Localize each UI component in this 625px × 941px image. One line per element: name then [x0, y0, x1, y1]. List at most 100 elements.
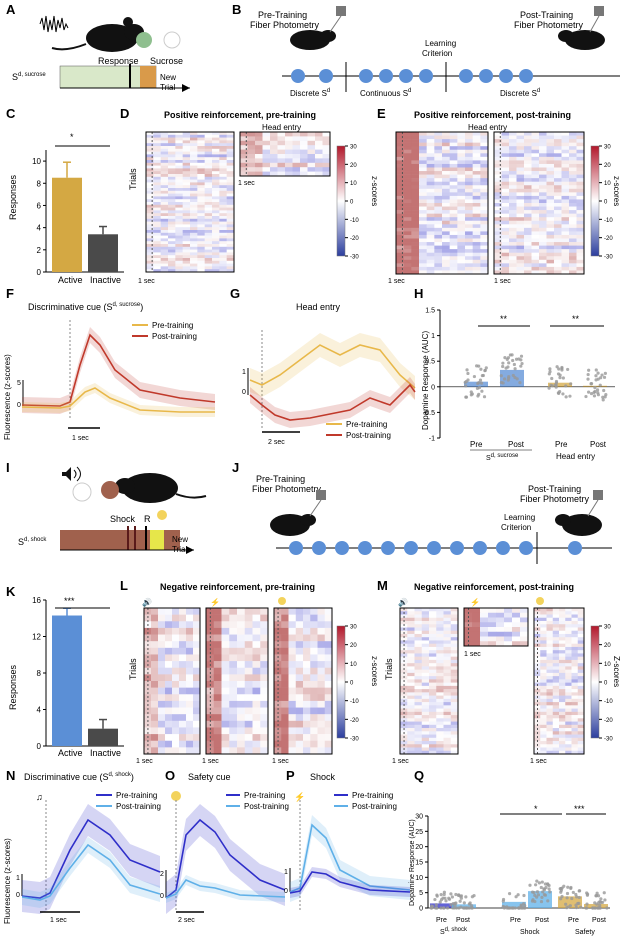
heat-cell — [464, 636, 473, 642]
heat-cell — [175, 213, 183, 217]
heat-cell — [480, 252, 489, 257]
heat-cell — [212, 235, 220, 239]
heat-cell — [204, 252, 213, 256]
heat-cell — [153, 151, 161, 155]
heat-cell — [577, 728, 585, 732]
heat-cell — [160, 143, 169, 147]
heat-cell — [561, 206, 570, 211]
heat-cell — [426, 252, 435, 257]
heat-cell — [496, 641, 505, 647]
heat-cell — [434, 252, 443, 257]
heat-cell — [186, 627, 194, 635]
heat-cell — [160, 132, 169, 136]
heat-cell — [524, 160, 532, 165]
y-tick-label: 1 — [431, 333, 435, 340]
heat-cell — [262, 145, 271, 150]
heat-cell — [229, 714, 238, 722]
heat-cell — [160, 157, 169, 161]
heat-cell — [281, 694, 289, 702]
data-point — [506, 378, 510, 382]
heat-cell — [465, 195, 473, 200]
discrete-sd-label-2: Discrete Sd — [500, 88, 540, 98]
heat-cell — [213, 627, 222, 635]
heat-cell — [190, 221, 198, 225]
heat-cell — [552, 669, 560, 674]
heat-cell — [403, 242, 412, 246]
data-point — [598, 906, 602, 910]
heat-cell — [300, 162, 308, 168]
panel-letter-n: N — [6, 768, 15, 783]
heat-cell — [146, 218, 154, 222]
heat-cell — [212, 190, 220, 194]
data-point — [439, 893, 443, 897]
heat-cell — [240, 149, 248, 155]
nosepoke-empty-icon — [163, 31, 181, 49]
heat-cell — [426, 213, 435, 218]
heat-cell — [160, 235, 169, 239]
colorbar-tick-label: 20 — [604, 163, 611, 169]
heat-cell — [165, 647, 173, 655]
heat-cell — [212, 171, 220, 175]
panel-letter-b: B — [232, 2, 241, 17]
heat-cell — [426, 153, 435, 158]
heat-cell — [175, 137, 183, 141]
heat-cell — [434, 139, 443, 143]
heat-cell — [186, 714, 194, 722]
heat-cell — [285, 162, 293, 168]
heat-cell — [158, 654, 166, 662]
heat-cell — [160, 246, 169, 250]
heat-cell — [190, 224, 198, 228]
heat-cell — [407, 721, 415, 726]
heat-cell — [182, 176, 191, 180]
heat-cell — [472, 139, 481, 143]
heat-cell — [561, 174, 570, 179]
heat-cell — [571, 715, 579, 719]
heat-cell — [212, 221, 220, 225]
data-point — [560, 894, 564, 899]
heat-cell — [571, 721, 579, 726]
heat-cell — [204, 227, 213, 231]
heat-cell — [559, 737, 566, 742]
heat-cell — [252, 641, 261, 649]
heat-cell — [229, 707, 238, 715]
y-tick-label: 20 — [415, 844, 423, 851]
heat-cell — [534, 640, 541, 644]
heat-cell — [501, 153, 510, 158]
colorbar-tick-label: -10 — [604, 699, 613, 705]
heat-cell — [151, 720, 159, 728]
heat-cell — [193, 614, 201, 622]
heat-cell — [179, 661, 187, 669]
heat-cell — [554, 213, 562, 218]
heat-cell — [546, 724, 554, 729]
heat-cell — [414, 737, 423, 742]
heat-cell — [204, 165, 213, 169]
heat-cell — [213, 727, 222, 735]
heat-cell — [403, 142, 412, 147]
heat-cell — [531, 266, 540, 271]
heat-cell — [561, 149, 570, 154]
heat-cell — [443, 646, 452, 651]
heat-cell — [426, 139, 435, 143]
heat-cell — [421, 656, 430, 661]
heat-cell — [197, 165, 205, 169]
heat-cell — [559, 646, 566, 651]
heat-cell — [182, 263, 191, 267]
heat-cell — [146, 266, 154, 270]
panel-title: Head entry — [296, 302, 341, 312]
heat-cell — [534, 724, 541, 729]
heat-cell — [531, 167, 540, 172]
heat-cell — [146, 255, 154, 259]
heat-cell — [153, 171, 161, 175]
heat-cell — [307, 132, 316, 137]
heat-cell — [450, 676, 459, 680]
data-point — [558, 373, 562, 377]
heat-cell — [436, 708, 444, 713]
heat-cell — [434, 167, 443, 172]
data-point — [560, 366, 564, 370]
heat-cell — [226, 216, 235, 220]
heat-cell — [429, 659, 437, 664]
heat-cell — [531, 234, 540, 239]
heat-cell — [442, 263, 450, 268]
heat-cell — [160, 182, 169, 186]
heat-cell — [434, 217, 443, 222]
